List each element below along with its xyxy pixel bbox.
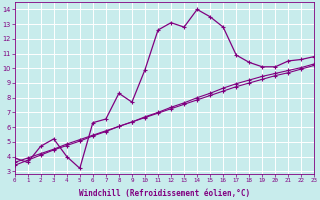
- X-axis label: Windchill (Refroidissement éolien,°C): Windchill (Refroidissement éolien,°C): [79, 189, 250, 198]
